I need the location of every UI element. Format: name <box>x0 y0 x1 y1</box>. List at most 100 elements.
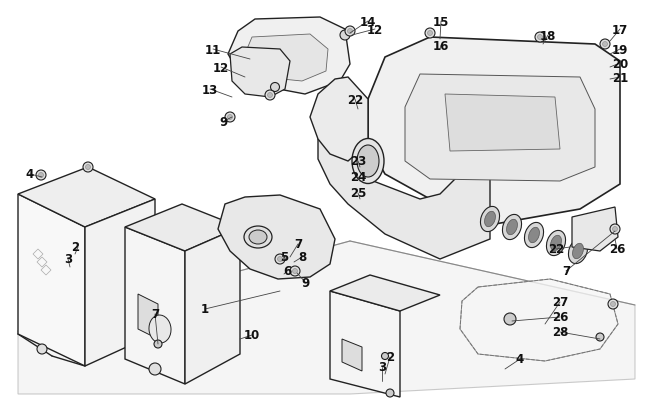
Text: 8: 8 <box>298 251 306 264</box>
Text: 7: 7 <box>562 265 570 278</box>
Text: 6: 6 <box>283 265 291 278</box>
Text: 26: 26 <box>552 311 568 324</box>
Text: 25: 25 <box>350 187 366 200</box>
Polygon shape <box>230 48 290 98</box>
Circle shape <box>292 269 298 274</box>
Ellipse shape <box>573 244 584 259</box>
Polygon shape <box>318 100 490 259</box>
Ellipse shape <box>484 212 495 227</box>
Circle shape <box>610 224 620 234</box>
Circle shape <box>538 35 543 41</box>
Text: 7: 7 <box>151 308 159 321</box>
Circle shape <box>270 83 280 92</box>
Ellipse shape <box>244 226 272 248</box>
Text: 9: 9 <box>302 277 310 290</box>
Ellipse shape <box>149 315 171 343</box>
Ellipse shape <box>569 239 588 264</box>
Circle shape <box>38 173 44 178</box>
Text: 18: 18 <box>540 30 556 43</box>
Text: 2: 2 <box>386 351 394 364</box>
Polygon shape <box>368 38 620 224</box>
Circle shape <box>345 27 355 37</box>
Circle shape <box>227 115 233 120</box>
Text: 7: 7 <box>294 238 302 251</box>
Circle shape <box>340 31 350 41</box>
Text: 9: 9 <box>220 115 228 128</box>
Ellipse shape <box>528 228 539 243</box>
Polygon shape <box>445 95 560 151</box>
Text: 16: 16 <box>433 39 449 52</box>
Circle shape <box>386 389 394 397</box>
Text: 15: 15 <box>433 15 449 28</box>
Text: 12: 12 <box>213 61 229 74</box>
Text: 10: 10 <box>244 329 260 342</box>
Polygon shape <box>310 78 368 162</box>
Ellipse shape <box>357 146 379 177</box>
Polygon shape <box>18 194 85 366</box>
Circle shape <box>83 162 93 173</box>
Circle shape <box>612 227 618 232</box>
Ellipse shape <box>352 139 384 184</box>
Text: 26: 26 <box>609 243 625 256</box>
Circle shape <box>425 29 435 39</box>
Circle shape <box>603 43 608 47</box>
Text: 23: 23 <box>350 155 366 168</box>
Circle shape <box>86 165 90 170</box>
Text: 22: 22 <box>347 93 363 106</box>
Circle shape <box>225 113 235 123</box>
Circle shape <box>290 266 300 276</box>
Polygon shape <box>218 196 335 279</box>
Text: 13: 13 <box>202 83 218 96</box>
Text: 22: 22 <box>548 243 564 256</box>
Ellipse shape <box>506 220 517 235</box>
Text: 24: 24 <box>350 171 366 184</box>
Polygon shape <box>125 205 240 252</box>
Polygon shape <box>228 18 350 95</box>
Circle shape <box>265 91 275 101</box>
Text: 4: 4 <box>516 353 524 366</box>
Circle shape <box>596 333 604 341</box>
Ellipse shape <box>525 223 543 248</box>
Circle shape <box>600 40 610 50</box>
Text: 3: 3 <box>64 253 72 266</box>
Circle shape <box>428 32 432 36</box>
Circle shape <box>149 363 161 375</box>
Circle shape <box>36 171 46 181</box>
Text: 14: 14 <box>360 15 376 28</box>
Circle shape <box>608 299 618 309</box>
Polygon shape <box>330 291 400 397</box>
Ellipse shape <box>502 215 521 240</box>
Circle shape <box>154 340 162 348</box>
Text: 2: 2 <box>71 241 79 254</box>
Circle shape <box>278 257 283 262</box>
Circle shape <box>504 313 516 325</box>
Ellipse shape <box>551 236 562 251</box>
Text: 3: 3 <box>378 360 386 373</box>
Polygon shape <box>405 75 595 181</box>
Polygon shape <box>460 279 618 361</box>
Circle shape <box>348 30 352 34</box>
Text: 5: 5 <box>280 251 288 264</box>
Ellipse shape <box>547 231 566 256</box>
Text: 19: 19 <box>612 43 628 56</box>
Polygon shape <box>18 241 635 394</box>
Text: 12: 12 <box>367 23 383 36</box>
Ellipse shape <box>480 207 500 232</box>
Polygon shape <box>330 275 440 311</box>
Circle shape <box>268 93 272 98</box>
Text: 11: 11 <box>205 43 221 56</box>
Text: 28: 28 <box>552 326 568 339</box>
Text: 27: 27 <box>552 296 568 309</box>
Circle shape <box>382 353 389 360</box>
Circle shape <box>610 302 616 307</box>
Text: 4: 4 <box>26 168 34 181</box>
Text: 1: 1 <box>201 303 209 316</box>
Circle shape <box>275 254 285 264</box>
Polygon shape <box>572 207 618 252</box>
Text: 17: 17 <box>612 23 628 36</box>
Polygon shape <box>342 339 362 371</box>
Circle shape <box>37 344 47 354</box>
Polygon shape <box>18 168 155 228</box>
Polygon shape <box>185 228 240 384</box>
Polygon shape <box>85 200 155 366</box>
